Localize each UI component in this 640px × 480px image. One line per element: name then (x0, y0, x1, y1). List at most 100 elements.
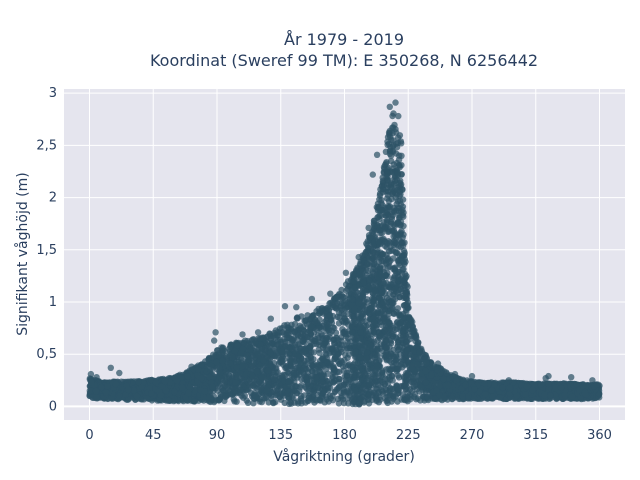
data-point (312, 317, 319, 324)
data-point (307, 330, 314, 337)
data-point (338, 393, 345, 400)
data-point (290, 370, 297, 377)
data-point (206, 373, 213, 381)
data-point (316, 349, 323, 357)
data-point (231, 398, 238, 405)
data-point (413, 396, 420, 403)
data-point (237, 370, 244, 377)
data-point (481, 380, 488, 387)
data-point (143, 394, 150, 402)
data-point (271, 376, 278, 383)
data-point (323, 365, 330, 372)
data-point (338, 341, 346, 348)
data-point (390, 255, 397, 262)
data-point (229, 353, 236, 361)
data-point (252, 394, 260, 401)
data-point (325, 306, 332, 313)
data-point (248, 362, 256, 369)
data-point (264, 367, 271, 374)
data-point (278, 348, 286, 355)
data-point (89, 394, 96, 401)
data-point (421, 356, 428, 363)
data-point (239, 345, 247, 352)
data-point (250, 400, 257, 407)
data-point (318, 378, 326, 386)
data-point (216, 365, 223, 372)
data-point (265, 399, 272, 406)
data-point (335, 384, 342, 392)
data-point (294, 315, 301, 322)
data-point (318, 332, 326, 339)
data-point (312, 335, 319, 343)
data-point (256, 362, 264, 369)
data-point (328, 319, 336, 327)
data-point (345, 335, 352, 342)
data-point (270, 368, 277, 375)
data-point (326, 312, 334, 320)
data-point (331, 355, 338, 363)
data-point (219, 357, 226, 364)
data-point (244, 399, 252, 406)
data-point (313, 397, 320, 404)
data-point (418, 383, 425, 391)
data-point (257, 341, 264, 348)
data-point (324, 370, 332, 377)
data-point (267, 336, 274, 343)
data-point (432, 395, 439, 402)
data-point (244, 355, 251, 363)
data-point (273, 391, 280, 398)
data-point (305, 394, 312, 402)
data-point (274, 328, 281, 336)
data-point (297, 324, 304, 331)
data-point (258, 398, 265, 406)
data-point (307, 323, 315, 330)
data-point (327, 384, 334, 392)
data-point (409, 365, 416, 372)
data-point (329, 364, 337, 372)
data-point (152, 379, 160, 386)
data-point (409, 328, 416, 335)
data-point (328, 327, 336, 335)
data-point (217, 369, 224, 377)
data-point (413, 334, 420, 341)
data-point (319, 344, 327, 351)
data-point (227, 360, 234, 367)
data-point (213, 358, 220, 366)
data-point (305, 357, 312, 364)
data-point (279, 358, 286, 365)
data-point (186, 383, 193, 390)
data-point (340, 388, 347, 395)
data-point (296, 387, 303, 395)
data-points (86, 99, 603, 408)
data-point (335, 378, 343, 386)
data-point (424, 393, 431, 400)
data-point (332, 304, 339, 311)
data-point (335, 309, 343, 316)
data-point (270, 399, 277, 407)
data-point (329, 375, 336, 382)
data-point (341, 356, 348, 364)
data-point (283, 364, 290, 371)
data-point (226, 345, 233, 352)
data-point (156, 397, 163, 404)
data-point (281, 383, 289, 391)
data-point (315, 325, 322, 332)
data-point (250, 382, 257, 389)
data-point (436, 382, 444, 390)
data-point (249, 372, 256, 380)
data-point (287, 360, 294, 367)
chart-title-line-1: År 1979 - 2019 (284, 30, 404, 49)
data-point (537, 381, 545, 388)
data-point (336, 314, 343, 321)
data-point (288, 355, 296, 362)
data-point (449, 382, 457, 390)
data-point (222, 393, 229, 400)
data-point (279, 324, 286, 332)
data-point (323, 393, 330, 400)
data-point (220, 387, 227, 395)
data-point (496, 394, 504, 401)
data-point (410, 378, 417, 385)
data-point (225, 384, 232, 391)
data-point (262, 394, 270, 401)
